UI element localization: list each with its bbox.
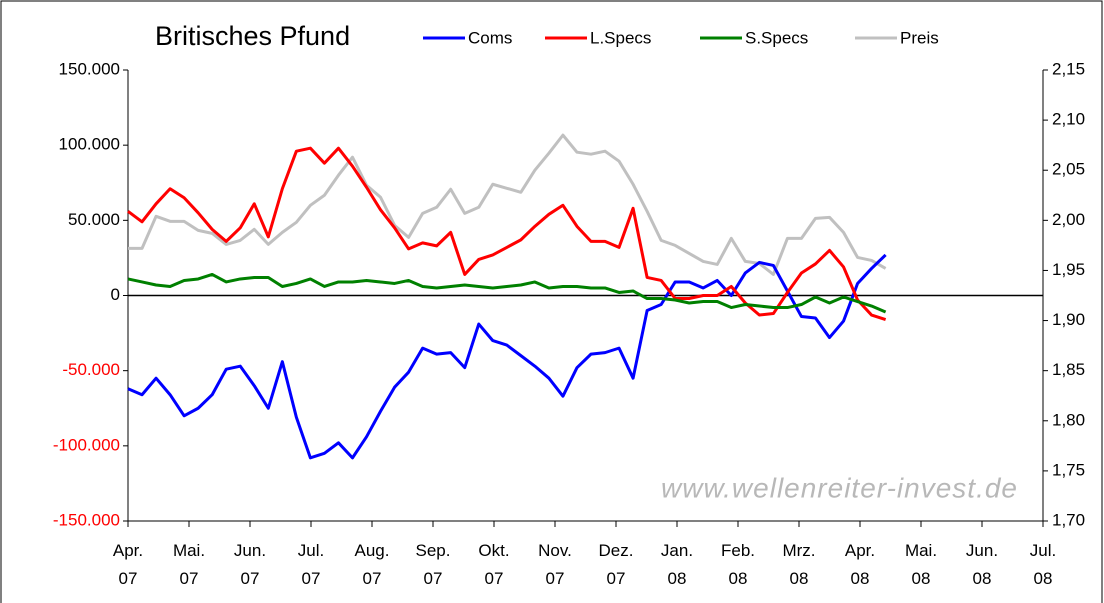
x-tick-label: Jan. 08 [660,541,694,588]
legend-label: Coms [468,28,512,47]
y-tick-label: -100.000 [53,435,120,454]
x-tick-label: Jun. 07 [233,541,267,588]
x-tick-label: Dez. 07 [598,541,634,588]
legend-label: S.Specs [745,28,808,47]
x-tick-label: Okt. 07 [478,541,510,588]
x-tick-label: Sep. 07 [415,541,451,588]
x-tick-label: Jul. 08 [1029,541,1057,588]
chart-title: Britisches Pfund [155,21,350,51]
y2-tick-label: 2,10 [1052,110,1085,129]
y2-tick-label: 1,95 [1052,260,1085,279]
x-tick-label: Apr. 08 [844,541,876,588]
y-tick-label: 50.000 [68,210,120,229]
x-tick-label: Nov. 07 [538,541,572,588]
series-line [127,253,887,460]
series-line [127,146,887,321]
y-tick-label: 150.000 [59,59,120,78]
series-line [128,133,887,276]
y2-tick-label: 2,05 [1052,160,1085,179]
x-tick-label: Feb. 08 [720,541,756,588]
y2-tick-label: 1,70 [1052,510,1085,529]
watermark: www.wellenreiter-invest.de [661,472,1018,503]
y2-tick-label: 1,85 [1052,360,1085,379]
y-tick-label: 0 [111,285,120,304]
y-tick-label: -50.000 [62,360,120,379]
x-tick-label: Apr. 07 [112,541,144,588]
x-tick-label: Aug. 07 [354,541,390,588]
x-tick-label: Mai. 07 [172,541,206,588]
series-line [127,272,887,314]
x-tick-label: Mrz. 08 [782,541,816,588]
y-tick-label: 100.000 [59,135,120,154]
y2-tick-label: 2,15 [1052,59,1085,78]
x-tick-label: Mai. 08 [904,541,938,588]
y2-tick-label: 2,00 [1052,210,1085,229]
x-tick-label: Jul. 07 [297,541,325,588]
legend-label: L.Specs [590,28,651,47]
x-tick-label: Jun. 08 [965,541,999,588]
y2-tick-label: 1,80 [1052,410,1085,429]
y2-tick-label: 1,75 [1052,460,1085,479]
y-tick-label: -150.000 [53,510,120,529]
y2-tick-label: 1,90 [1052,310,1085,329]
legend-label: Preis [900,28,939,47]
